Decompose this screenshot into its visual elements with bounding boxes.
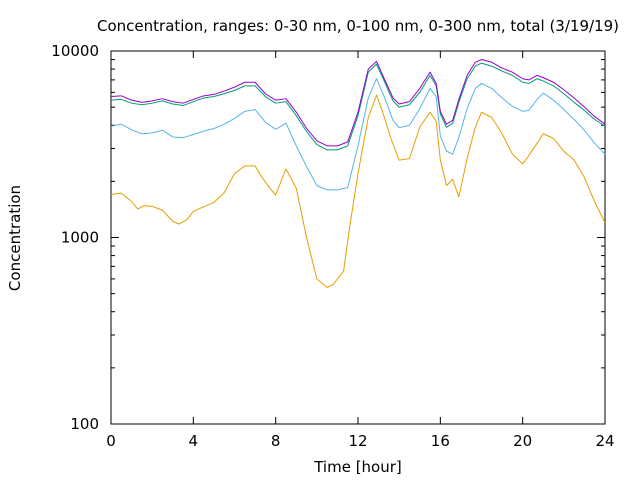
x-tick-label: 4 [189,432,199,450]
series-line-range-0-100 [110,78,606,191]
x-tick-label: 24 [595,432,614,450]
series-group [110,59,606,288]
y-tick-label: 100 [70,415,99,433]
x-axis: 0 4 8 12 16 20 24 [106,51,615,450]
x-tick-label: 8 [271,432,281,450]
y-axis-title: Concentration [6,185,24,291]
series-line-total [110,59,606,147]
x-axis-title: Time [hour] [313,458,402,476]
y-axis: 100 1000 10000 [51,42,605,433]
y-tick-label: 1000 [61,229,99,247]
series-line-range-0-300 [110,62,606,151]
x-tick-label: 0 [106,432,116,450]
chart-title: Concentration, ranges: 0-30 nm, 0-100 nm… [97,17,619,35]
series-line-range-0-30 [110,94,606,288]
x-tick-label: 16 [431,432,450,450]
x-tick-label: 20 [513,432,532,450]
x-tick-label: 12 [348,432,367,450]
y-tick-label: 10000 [51,42,99,60]
